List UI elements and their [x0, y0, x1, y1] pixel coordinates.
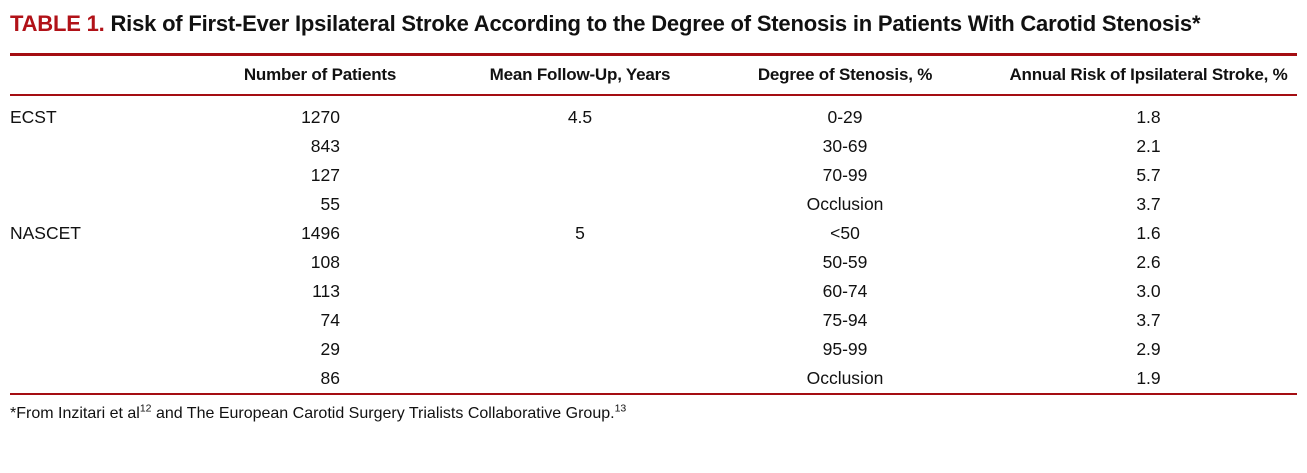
cell-followup [470, 161, 690, 190]
footnote-text: and The European Carotid Surgery Trialis… [151, 405, 615, 422]
table-row: 843 30-69 2.1 [10, 132, 1297, 161]
table-row: 86 Occlusion 1.9 [10, 364, 1297, 394]
table-row: NASCET 1496 5 <50 1.6 [10, 219, 1297, 248]
cell-followup [470, 277, 690, 306]
cell-stenosis: 70-99 [822, 165, 868, 185]
cell-study [10, 132, 170, 161]
table-figure: TABLE 1. Risk of First-Ever Ipsilateral … [10, 8, 1297, 424]
cell-study [10, 335, 170, 364]
cell-study [10, 277, 170, 306]
cell-study [10, 161, 170, 190]
cell-followup: 4.5 [567, 107, 593, 127]
cell-patients: 108 [310, 252, 340, 272]
cell-patients: 843 [310, 136, 340, 156]
cell-study [10, 248, 170, 277]
cell-stenosis: 30-69 [822, 136, 868, 156]
cell-stenosis: 75-94 [822, 310, 868, 330]
table-row: 74 75-94 3.7 [10, 306, 1297, 335]
cell-risk: 3.0 [1136, 281, 1161, 301]
table-number-label: TABLE 1. [10, 11, 105, 36]
footnote-text: *From Inzitari et al [10, 405, 140, 422]
cell-study: NASCET [10, 223, 81, 243]
cell-stenosis: <50 [830, 223, 860, 243]
cell-stenosis: 60-74 [822, 281, 868, 301]
cell-followup: 5 [575, 223, 585, 243]
cell-risk: 3.7 [1136, 194, 1161, 214]
cell-study [10, 306, 170, 335]
table-row: ECST 1270 4.5 0-29 1.8 [10, 95, 1297, 132]
cell-risk: 3.7 [1136, 310, 1161, 330]
table-footnote: *From Inzitari et al12 and The European … [10, 395, 1297, 424]
cell-patients: 1496 [301, 223, 340, 243]
cell-followup [470, 132, 690, 161]
column-header-followup: Mean Follow-Up, Years [470, 54, 690, 96]
cell-study [10, 364, 170, 394]
cell-patients: 127 [310, 165, 340, 185]
cell-patients: 74 [320, 310, 340, 330]
cell-risk: 2.6 [1136, 252, 1161, 272]
cell-followup [470, 364, 690, 394]
cell-risk: 1.6 [1136, 223, 1161, 243]
column-header-patients: Number of Patients [170, 54, 470, 96]
cell-risk: 5.7 [1136, 165, 1161, 185]
cell-stenosis: Occlusion [806, 194, 884, 214]
table-row: 113 60-74 3.0 [10, 277, 1297, 306]
cell-patients: 29 [320, 339, 340, 359]
table-row: 127 70-99 5.7 [10, 161, 1297, 190]
cell-followup [470, 335, 690, 364]
cell-stenosis: Occlusion [806, 368, 884, 388]
table-title: TABLE 1. Risk of First-Ever Ipsilateral … [10, 8, 1260, 39]
column-header-study [10, 54, 170, 96]
cell-risk: 1.8 [1136, 107, 1161, 127]
cell-stenosis: 0-29 [827, 107, 863, 127]
footnote-reference-12: 12 [139, 402, 152, 415]
table-title-text: Risk of First-Ever Ipsilateral Stroke Ac… [110, 11, 1201, 36]
cell-patients: 113 [312, 281, 340, 301]
cell-patients: 1270 [301, 107, 340, 127]
cell-followup [470, 190, 690, 219]
table-row: 55 Occlusion 3.7 [10, 190, 1297, 219]
cell-risk: 2.9 [1136, 339, 1161, 359]
cell-study [10, 190, 170, 219]
table-row: 108 50-59 2.6 [10, 248, 1297, 277]
cell-risk: 1.9 [1136, 368, 1161, 388]
column-header-risk: Annual Risk of Ipsilateral Stroke, % [1000, 54, 1297, 96]
cell-stenosis: 50-59 [822, 252, 868, 272]
stenosis-risk-table: Number of Patients Mean Follow-Up, Years… [10, 53, 1297, 395]
cell-study: ECST [10, 107, 57, 127]
cell-patients: 86 [320, 368, 340, 388]
cell-risk: 2.1 [1136, 136, 1161, 156]
cell-followup [470, 306, 690, 335]
cell-patients: 55 [320, 194, 340, 214]
column-header-stenosis: Degree of Stenosis, % [690, 54, 1000, 96]
table-row: 29 95-99 2.9 [10, 335, 1297, 364]
header-row: Number of Patients Mean Follow-Up, Years… [10, 54, 1297, 96]
cell-stenosis: 95-99 [822, 339, 868, 359]
footnote-reference-13: 13 [614, 402, 627, 415]
cell-followup [470, 248, 690, 277]
